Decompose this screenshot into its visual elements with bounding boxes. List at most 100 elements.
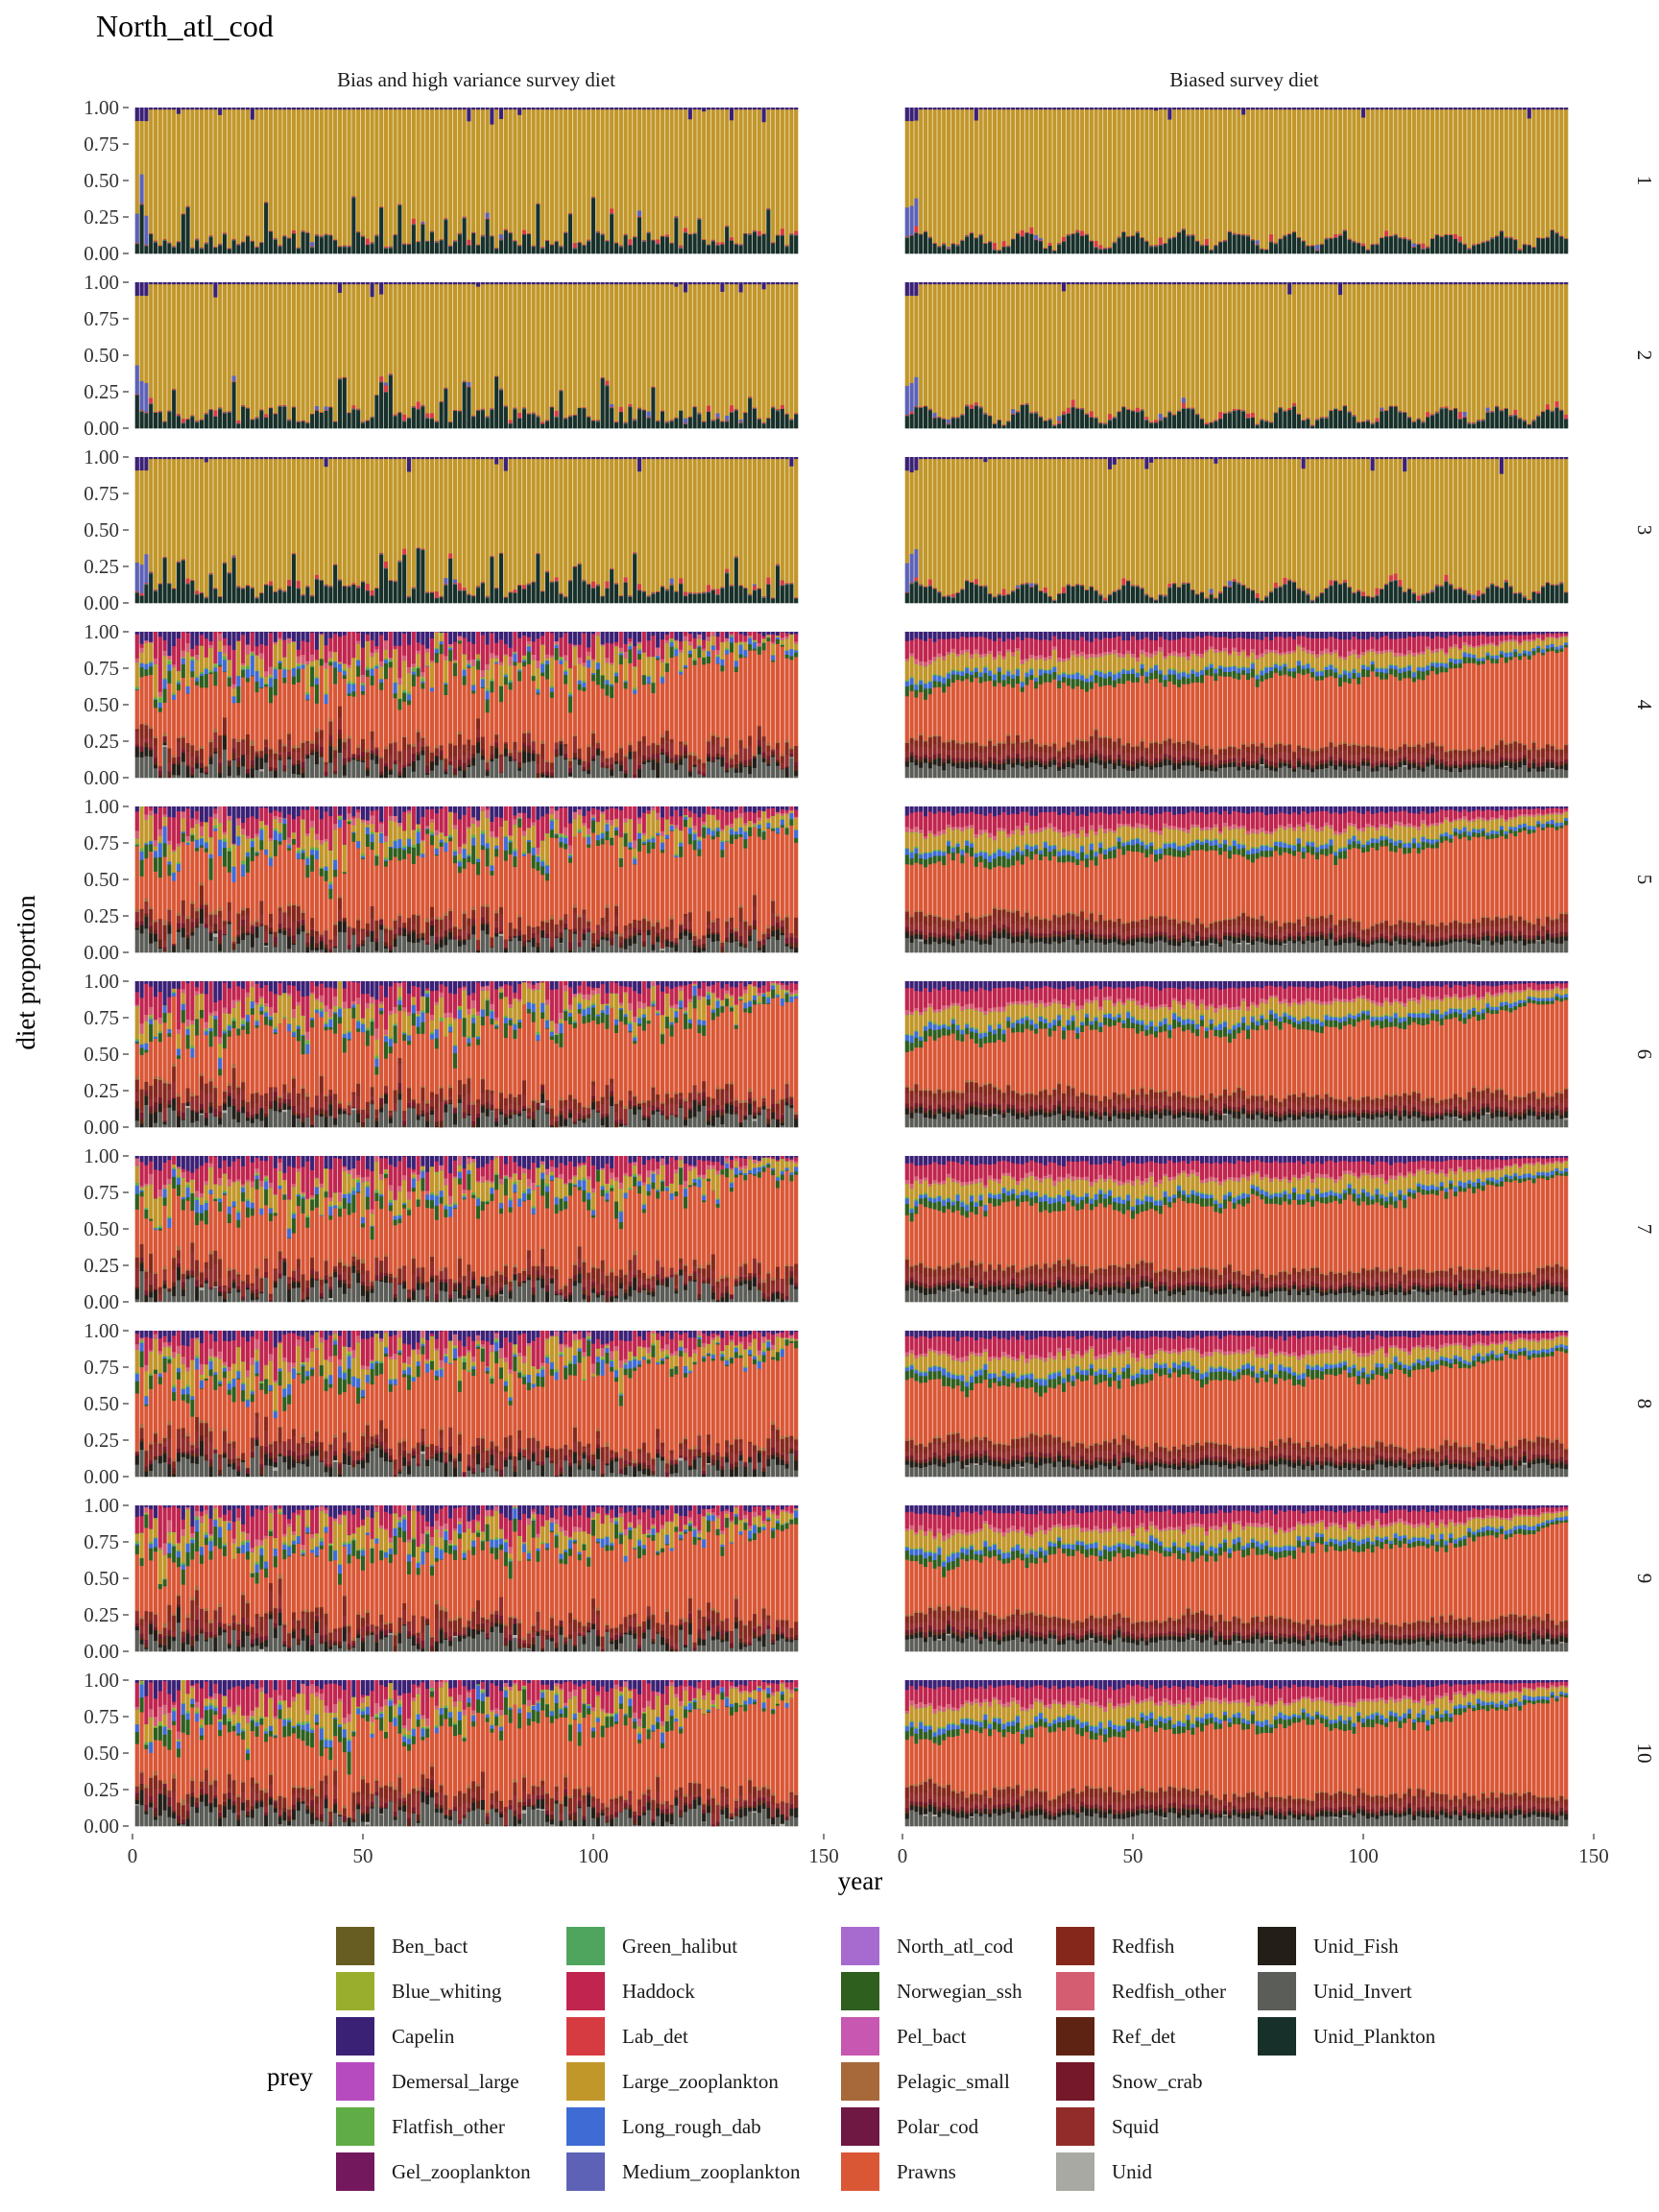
bar-segment-large-zooplankton — [789, 466, 794, 584]
bar-segment-unid-plankton — [498, 240, 504, 254]
bar-segment-redfish — [149, 908, 154, 923]
bar-segment-blue-whiting — [134, 662, 139, 664]
bar-segment-large-zooplankton — [554, 283, 559, 411]
bar-segment-lab-det — [305, 421, 310, 423]
bar-segment-large-zooplankton — [180, 283, 185, 420]
bar-segment-squid — [738, 748, 743, 761]
bar-segment-capelin — [480, 108, 485, 110]
bar-segment-ref-det — [687, 770, 692, 773]
bar-segment-snow-crab — [784, 766, 789, 768]
bar-segment-large-zooplankton — [780, 640, 784, 645]
bar-segment-large-zooplankton — [590, 108, 596, 197]
bar-segment-capelin — [195, 806, 200, 811]
bar-segment-unid-invert — [324, 585, 328, 587]
bar-segment-capelin — [531, 282, 536, 285]
bar-segment-large-zooplankton — [356, 458, 361, 586]
bar-segment-redfish-other — [305, 661, 310, 665]
bar-segment-large-zooplankton — [587, 458, 591, 584]
bar-segment-large-zooplankton — [328, 283, 333, 407]
bar-segment-redfish-other — [388, 657, 393, 660]
bar-segment-unid-plankton — [167, 584, 172, 604]
bar-segment-lab-det — [397, 411, 402, 413]
bar-segment-unid-plankton — [149, 573, 154, 604]
bar-segment-unid-invert — [393, 415, 397, 417]
bar-segment-unid-invert — [697, 774, 702, 779]
bar-segment-unid-plankton — [725, 227, 730, 254]
bar-segment-capelin — [287, 632, 292, 638]
bar-segment-pelagic-small — [351, 926, 356, 928]
bar-segment-lab-det — [245, 407, 251, 409]
bar-segment-capelin — [370, 806, 374, 811]
bar-segment-unid-plankton — [204, 414, 208, 429]
bar-segment-ref-det — [337, 733, 343, 739]
bar-segment-haddock — [544, 632, 550, 655]
bar-segment-lab-det — [236, 585, 241, 587]
bar-segment-large-zooplankton — [702, 651, 707, 658]
bar-segment-capelin — [282, 282, 287, 285]
bar-segment-large-zooplankton — [393, 283, 397, 415]
bar-segment-norwegian-ssh — [434, 652, 439, 663]
bar-segment-redfish — [241, 910, 246, 917]
bar-segment-unid-plankton — [222, 563, 228, 604]
bar-segment-snow-crab — [674, 756, 679, 760]
bar-segment-redfish-other — [687, 640, 692, 646]
bar-segment-lab-det — [752, 407, 757, 409]
bar-segment-redfish-other — [656, 647, 661, 656]
bar-segment-ref-det — [674, 758, 679, 764]
bar-segment-unid-invert — [729, 240, 734, 241]
bar-segment-prawns — [513, 665, 517, 742]
bar-segment-unid-invert — [590, 587, 596, 589]
bar-segment-unid-invert — [351, 759, 356, 779]
bar-segment-unid-plankton — [328, 407, 333, 429]
bar-segment-unid-plankton — [669, 585, 674, 604]
bar-segment-haddock — [305, 641, 310, 661]
bar-segment-unid-invert — [761, 596, 766, 598]
bar-segment-unid-plankton — [185, 584, 190, 604]
bar-segment-large-zooplankton — [254, 283, 259, 418]
bar-segment-haddock — [590, 634, 596, 660]
bar-segment-capelin — [485, 457, 490, 460]
bar-segment-unid-invert — [199, 772, 204, 779]
bar-segment-norwegian-ssh — [333, 667, 338, 685]
bar-segment-capelin — [725, 282, 730, 285]
bar-segment-flatfish-other — [421, 678, 425, 682]
bar-segment-capelin — [429, 457, 435, 460]
bar-segment-unid-invert — [144, 928, 149, 953]
bar-segment-prawns — [314, 858, 320, 931]
bar-segment-blue-whiting — [397, 826, 402, 828]
bar-segment-capelin — [397, 632, 402, 646]
bar-segment-large-zooplankton — [342, 283, 347, 377]
bar-segment-snow-crab — [725, 762, 730, 768]
bar-segment-prawns — [370, 685, 374, 732]
bar-segment-pelagic-small — [683, 741, 688, 745]
bar-segment-lab-det — [587, 583, 591, 585]
bar-segment-redfish-other — [421, 671, 425, 677]
bar-segment-squid — [347, 926, 351, 946]
bar-segment-capelin — [715, 108, 720, 110]
bar-segment-ref-det — [227, 761, 231, 767]
bar-segment-medium-zooplankton — [144, 554, 149, 584]
bar-segment-unid-plankton — [490, 409, 494, 429]
bar-segment-large-zooplankton — [185, 108, 190, 206]
bar-segment-long-rough-dab — [227, 677, 231, 679]
bar-segment-large-zooplankton — [660, 108, 665, 236]
bar-segment-ref-det — [333, 771, 338, 775]
bar-segment-unid-invert — [554, 581, 559, 583]
bar-segment-medium-zooplankton — [683, 418, 688, 423]
bar-segment-unid-invert — [526, 413, 531, 415]
bar-segment-redfish-other — [605, 657, 610, 663]
bar-segment-blue-whiting — [195, 823, 200, 825]
bar-segment-unid-invert — [789, 583, 794, 585]
bar-segment-large-zooplankton — [305, 108, 310, 232]
bar-segment-lab-det — [208, 408, 213, 410]
bar-segment-large-zooplankton — [429, 283, 435, 414]
bar-segment-unid-invert — [775, 409, 781, 412]
bar-segment-long-rough-dab — [301, 664, 305, 669]
bar-segment-unid-plankton — [213, 247, 218, 254]
bar-segment-redfish — [333, 925, 338, 936]
bar-segment-norwegian-ssh — [393, 692, 397, 699]
bar-segment-large-zooplankton — [710, 108, 715, 240]
bar-segment-large-zooplankton — [733, 642, 738, 661]
bar-segment-blue-whiting — [462, 654, 467, 656]
bar-segment-capelin — [679, 457, 684, 460]
